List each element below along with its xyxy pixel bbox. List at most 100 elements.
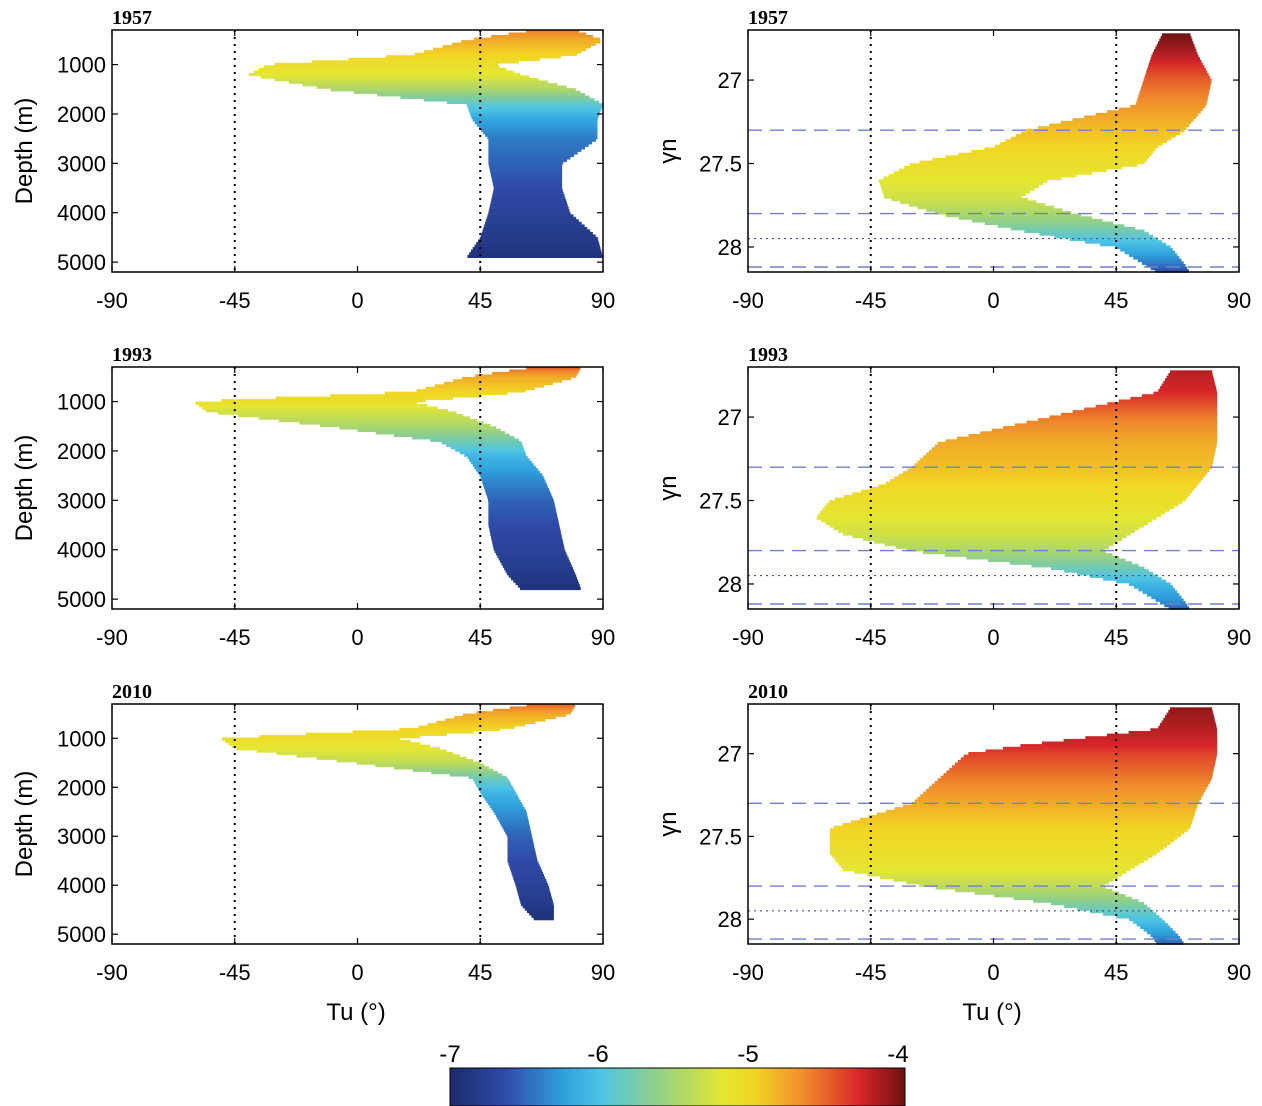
profile-slab bbox=[879, 181, 1044, 186]
profile-slab bbox=[1118, 399, 1218, 403]
profile-slab bbox=[945, 213, 1081, 218]
profile-slab bbox=[1009, 561, 1133, 565]
profile-slab bbox=[929, 786, 1207, 790]
profile-slab bbox=[1084, 407, 1218, 411]
profile-slab bbox=[891, 197, 1028, 202]
profile-slab bbox=[923, 455, 1214, 459]
profile-slab bbox=[1149, 59, 1202, 64]
year-label: 1957 bbox=[112, 7, 152, 29]
profile-slab bbox=[958, 216, 1092, 220]
profile-slab bbox=[445, 718, 546, 722]
profile-slab bbox=[236, 747, 440, 751]
year-label: 2010 bbox=[112, 681, 152, 703]
y-tick-label: 28 bbox=[718, 235, 742, 260]
profile-slab bbox=[1162, 33, 1191, 37]
profile-slab bbox=[430, 438, 519, 442]
profile-slab bbox=[1138, 94, 1209, 98]
profile-slab bbox=[980, 431, 1218, 435]
profile-slab bbox=[471, 115, 599, 120]
profile-slab bbox=[503, 828, 531, 832]
profile-slab bbox=[1003, 426, 1218, 430]
profile-slab bbox=[488, 517, 558, 521]
profile-slab bbox=[492, 542, 564, 546]
profile-slab bbox=[260, 75, 530, 79]
profile-slab bbox=[894, 476, 1203, 480]
profile-slab bbox=[492, 539, 563, 544]
profile-slab bbox=[945, 439, 1218, 443]
profile-slab bbox=[1152, 51, 1198, 56]
profile-slab bbox=[1151, 595, 1182, 600]
profile-slab bbox=[1138, 587, 1175, 592]
profile-slab bbox=[450, 446, 524, 450]
profile-slab bbox=[477, 239, 599, 243]
profile-slab bbox=[1140, 89, 1210, 93]
profile-slab bbox=[474, 120, 598, 125]
profile-slab bbox=[510, 576, 577, 581]
profile-slab bbox=[1143, 78, 1212, 82]
profile-slab bbox=[450, 773, 503, 777]
profile-slab bbox=[526, 367, 581, 371]
profile-slab bbox=[923, 550, 1106, 555]
profile-slab bbox=[899, 168, 1107, 173]
profile-slab bbox=[1037, 126, 1187, 130]
profile-slab bbox=[1154, 49, 1197, 53]
profile-slab bbox=[971, 219, 1103, 223]
profile-slab bbox=[507, 835, 533, 839]
profile-slab bbox=[885, 809, 1196, 814]
profile-slab bbox=[488, 138, 596, 142]
profile-slab bbox=[821, 518, 1153, 523]
profile-slab bbox=[472, 463, 534, 467]
profile-slab bbox=[851, 820, 1192, 824]
x-tick-label: 0 bbox=[987, 960, 999, 985]
year-label: 1957 bbox=[748, 7, 788, 29]
profile-slab bbox=[493, 544, 564, 549]
profile-slab bbox=[1142, 261, 1184, 265]
profile-slab bbox=[903, 471, 1208, 475]
profile-slab bbox=[488, 158, 567, 162]
x-tick-label: 90 bbox=[591, 288, 615, 313]
profile-slab bbox=[480, 475, 544, 479]
panel-left-1957: -90 -45 0 45 90 1000 2000 3000 4000 5000 1957 Depth… bbox=[11, 7, 615, 313]
profile-slab bbox=[488, 507, 556, 512]
profile-slab bbox=[529, 912, 554, 916]
profile-slab bbox=[1090, 574, 1158, 578]
profile-slab bbox=[487, 495, 553, 499]
profile-slab bbox=[934, 780, 1210, 785]
profile-slab bbox=[484, 224, 585, 228]
profile-slab bbox=[1095, 112, 1199, 117]
profile-slab bbox=[296, 754, 460, 758]
profile-slab bbox=[485, 490, 551, 494]
profile-slab bbox=[491, 196, 566, 200]
profile-slab bbox=[935, 886, 1106, 890]
profile-slab bbox=[1084, 115, 1196, 119]
profile-slab bbox=[476, 468, 538, 472]
profile-slab bbox=[1130, 396, 1218, 401]
profile-slab bbox=[427, 723, 526, 727]
profile-slab bbox=[497, 554, 568, 558]
profile-slab bbox=[1031, 563, 1139, 568]
profile-slab bbox=[507, 852, 536, 856]
profile-slab bbox=[481, 231, 593, 236]
profile-slab bbox=[275, 396, 453, 400]
profile-slab bbox=[1141, 83, 1211, 88]
profile-slab bbox=[520, 902, 554, 906]
profile-slab bbox=[453, 379, 563, 383]
profile-slab bbox=[505, 569, 575, 573]
profile-slab bbox=[1155, 269, 1189, 273]
profile-slab bbox=[903, 804, 1198, 808]
profile-slab bbox=[1141, 394, 1218, 398]
profile-slab bbox=[501, 562, 571, 566]
profile-slab bbox=[1103, 912, 1157, 916]
profile-slab bbox=[968, 434, 1218, 438]
profile-slab bbox=[1072, 118, 1194, 122]
profile-slab bbox=[919, 160, 1145, 165]
profile-slab bbox=[1069, 237, 1158, 241]
x-tick-label: 0 bbox=[351, 288, 363, 313]
y-axis-title: Depth (m) bbox=[11, 435, 38, 542]
profile-slab bbox=[492, 181, 563, 185]
profile-slab bbox=[507, 840, 534, 844]
panel-left-2010: -90 -45 0 45 90 1000 2000 3000 4000 5000 2010 Depth… bbox=[11, 681, 615, 985]
y-tick-label: 28 bbox=[718, 572, 742, 597]
profile-slab bbox=[238, 413, 464, 418]
profile-slab bbox=[483, 795, 518, 799]
